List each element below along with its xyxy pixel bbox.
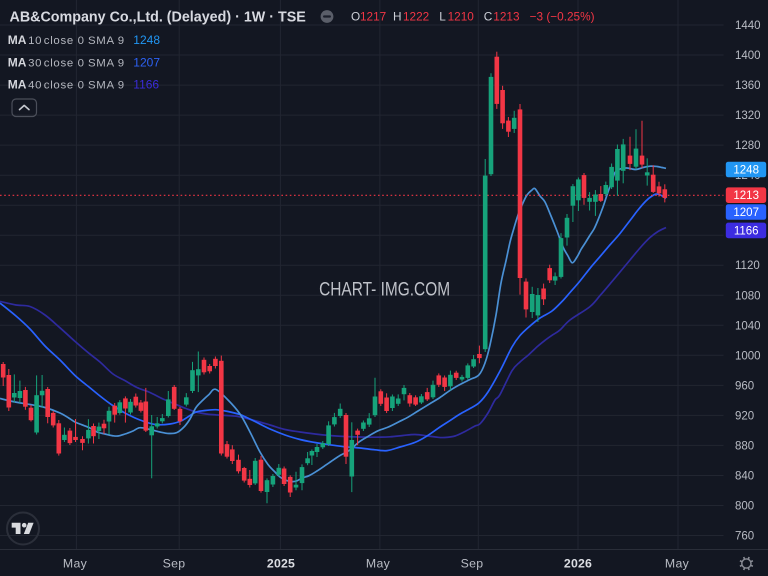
svg-text:1360: 1360 [735, 80, 761, 92]
svg-text:1248: 1248 [733, 165, 759, 177]
svg-text:1213: 1213 [733, 190, 759, 202]
svg-text:C: C [484, 10, 493, 24]
svg-text:SMA: SMA [88, 80, 115, 92]
svg-text:960: 960 [735, 380, 754, 392]
svg-text:SMA: SMA [88, 35, 115, 47]
svg-text:1166: 1166 [734, 225, 759, 237]
svg-text:1120: 1120 [735, 260, 760, 272]
svg-text:1213: 1213 [493, 10, 520, 24]
svg-text:1207: 1207 [133, 56, 160, 70]
svg-text:SMA: SMA [88, 58, 115, 70]
svg-text:880: 880 [735, 440, 754, 452]
svg-text:1000: 1000 [735, 350, 761, 362]
svg-text:1210: 1210 [448, 10, 475, 24]
svg-text:2025: 2025 [267, 557, 295, 571]
svg-text:−3 (−0.25%): −3 (−0.25%) [530, 10, 595, 24]
svg-text:Sep: Sep [461, 557, 484, 571]
svg-text:1280: 1280 [735, 140, 761, 152]
svg-text:1207: 1207 [733, 207, 759, 219]
svg-text:CHART- IMG.COM: CHART- IMG.COM [319, 278, 450, 300]
svg-text:840: 840 [735, 470, 754, 482]
svg-text:1222: 1222 [403, 10, 429, 24]
svg-text:1400: 1400 [735, 50, 761, 62]
svg-text:1217: 1217 [360, 10, 386, 24]
svg-text:1080: 1080 [735, 290, 761, 302]
svg-text:May: May [665, 557, 690, 571]
svg-text:0: 0 [78, 35, 85, 47]
svg-text:AB&Company Co.,Ltd. (Delayed): AB&Company Co.,Ltd. (Delayed) · 1W · TSE [10, 10, 306, 26]
svg-text:0: 0 [78, 58, 85, 70]
svg-text:800: 800 [735, 500, 754, 512]
svg-text:May: May [63, 557, 88, 571]
svg-text:2026: 2026 [564, 557, 592, 571]
svg-text:Sep: Sep [163, 557, 186, 571]
svg-text:close: close [44, 35, 74, 47]
svg-text:L: L [439, 10, 446, 24]
svg-text:1248: 1248 [133, 33, 160, 47]
svg-text:10: 10 [28, 35, 42, 47]
svg-text:MA: MA [8, 56, 27, 70]
svg-text:1166: 1166 [133, 78, 159, 92]
svg-text:760: 760 [735, 531, 754, 543]
svg-text:9: 9 [118, 58, 125, 70]
svg-text:30: 30 [28, 58, 42, 70]
svg-text:9: 9 [118, 80, 125, 92]
svg-text:40: 40 [28, 80, 42, 92]
svg-text:close: close [44, 58, 74, 70]
svg-text:1440: 1440 [735, 20, 761, 32]
svg-text:0: 0 [78, 80, 85, 92]
svg-text:MA: MA [8, 78, 27, 92]
svg-text:920: 920 [735, 410, 754, 422]
svg-text:O: O [351, 10, 360, 24]
svg-text:9: 9 [118, 35, 125, 47]
svg-text:H: H [393, 10, 402, 24]
svg-text:May: May [366, 557, 391, 571]
svg-text:close: close [44, 80, 74, 92]
svg-text:1040: 1040 [735, 320, 761, 332]
svg-text:1320: 1320 [735, 110, 761, 122]
svg-text:MA: MA [8, 33, 27, 47]
